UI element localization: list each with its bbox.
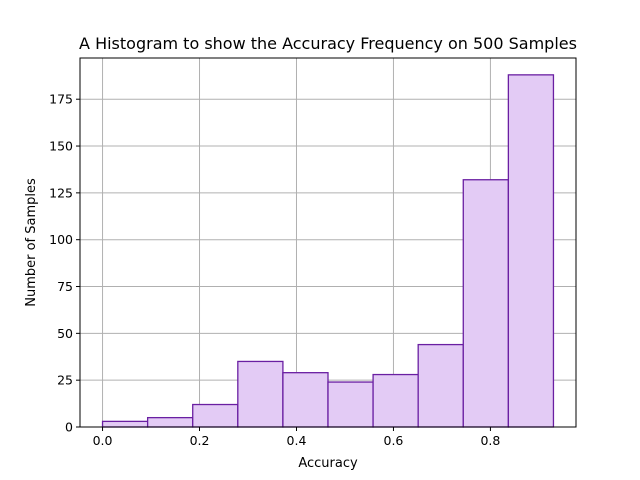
histogram-bar — [372, 373, 419, 428]
y-tick-label: 0 — [65, 420, 73, 435]
y-tick-label: 175 — [49, 92, 73, 107]
histogram-bar — [327, 381, 374, 428]
y-tick-label: 150 — [49, 139, 73, 154]
plot-frame — [79, 57, 577, 428]
y-tick-label: 50 — [57, 326, 73, 341]
x-tick-label: 0.0 — [93, 433, 113, 448]
x-tick-label: 0.8 — [480, 433, 500, 448]
y-tick-label: 100 — [49, 232, 73, 247]
bar-layer — [101, 74, 555, 428]
x-tick-label: 0.4 — [287, 433, 307, 448]
histogram-bar — [237, 360, 284, 428]
histogram-bar — [282, 372, 329, 428]
histogram-bar — [101, 420, 149, 428]
x-tick-label: 0.2 — [190, 433, 210, 448]
y-tick-label: 125 — [49, 185, 73, 200]
chart-title: A Histogram to show the Accuracy Frequen… — [79, 34, 577, 53]
histogram-bar — [146, 416, 194, 428]
y-tick-label: 75 — [57, 279, 73, 294]
histogram-bar — [417, 343, 464, 428]
x-tick-label: 0.6 — [384, 433, 404, 448]
x-axis-label: Accuracy — [298, 456, 358, 471]
tick-layer: 0.0 0.2 0.4 0.6 0.8 0 25 50 75 100 125 150 175 — [49, 92, 500, 448]
y-tick-label: 25 — [57, 373, 73, 388]
y-axis-label: Number of Samples — [24, 178, 39, 307]
histogram-bar — [462, 179, 510, 428]
histogram-bar — [507, 74, 555, 428]
histogram-bar — [192, 403, 239, 428]
